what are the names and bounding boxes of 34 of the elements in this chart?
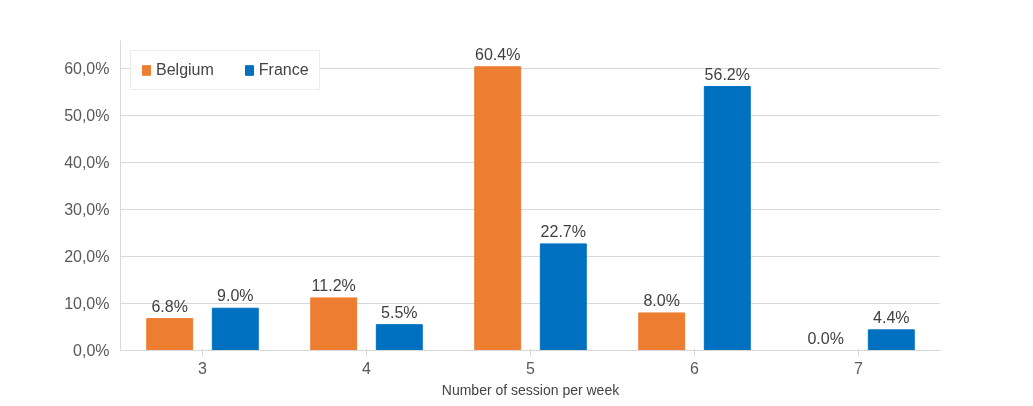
bar xyxy=(474,66,522,351)
bar xyxy=(375,324,423,351)
x-tick-label: 7 xyxy=(854,359,864,377)
data-label: 6.8% xyxy=(151,297,188,315)
y-tick-label: 60,0% xyxy=(64,60,110,78)
bar xyxy=(310,297,358,351)
x-axis-title: Number of session per week xyxy=(441,381,621,398)
x-tick-label: 3 xyxy=(198,359,208,377)
bar xyxy=(703,86,751,351)
data-label: 9.0% xyxy=(217,287,254,305)
x-tick-label: 4 xyxy=(362,359,372,377)
x-tick-label: 6 xyxy=(690,359,700,377)
data-label: 60.4% xyxy=(475,45,521,63)
data-label: 8.0% xyxy=(643,291,680,309)
bar xyxy=(638,312,686,351)
data-label: 56.2% xyxy=(704,65,750,83)
data-label: 22.7% xyxy=(540,222,586,240)
y-tick-label: 20,0% xyxy=(64,248,110,266)
x-tick-label: 5 xyxy=(526,359,536,377)
bar xyxy=(539,243,587,351)
y-tick-label: 40,0% xyxy=(64,154,110,172)
y-tick-label: 50,0% xyxy=(64,107,110,125)
bar xyxy=(146,318,194,351)
data-label: 4.4% xyxy=(873,308,910,326)
data-label: 0.0% xyxy=(807,329,844,347)
y-tick-label: 10,0% xyxy=(64,295,110,313)
legend-label: France xyxy=(258,61,309,79)
data-label: 11.2% xyxy=(311,276,356,294)
bar xyxy=(211,307,259,351)
data-label: 5.5% xyxy=(381,303,418,321)
y-tick-label: 30,0% xyxy=(64,201,110,219)
y-tick-label: 0,0% xyxy=(73,342,110,359)
bar xyxy=(867,329,915,351)
legend-label: Belgium xyxy=(156,61,214,79)
